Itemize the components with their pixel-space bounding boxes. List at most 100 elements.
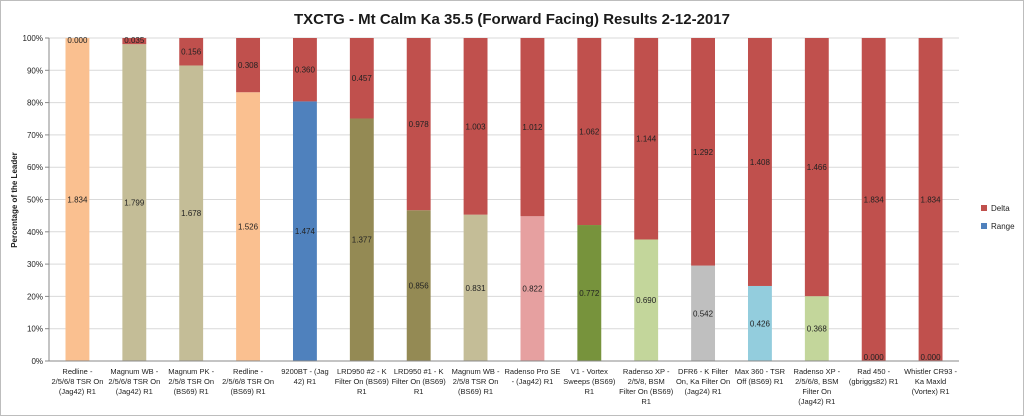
x-tick-label: Filter On (BS69)	[392, 377, 447, 386]
data-label-delta: 1.062	[579, 128, 600, 137]
x-tick-label: (Jag42) R1	[798, 397, 835, 406]
y-tick-label: 60%	[27, 163, 43, 172]
x-tick-label: Off (BS69) R1	[736, 377, 783, 386]
x-tick-label: R1	[357, 387, 367, 396]
data-label-range: 1.474	[295, 227, 316, 236]
x-tick-label: (BS69) R1	[174, 387, 209, 396]
x-tick-label: Radenso XP -	[794, 367, 841, 376]
legend-label: Range	[991, 222, 1015, 231]
x-tick-label: Whistler CR93 -	[904, 367, 957, 376]
x-tick-label: R1	[641, 397, 651, 406]
x-tick-label: DFR6 - K Filter	[678, 367, 729, 376]
x-tick-label: 2/5/8 TSR On	[168, 377, 214, 386]
y-tick-label: 30%	[27, 260, 43, 269]
data-label-range: 1.526	[238, 223, 259, 232]
data-label-range: 0.000	[921, 353, 942, 362]
bar-range	[804, 296, 829, 361]
data-label-range: 0.426	[750, 319, 771, 328]
data-label-delta: 0.035	[124, 36, 145, 45]
y-tick-label: 20%	[27, 292, 43, 301]
data-label-delta: 0.000	[67, 36, 88, 45]
bar-range	[406, 210, 431, 361]
bar-range	[236, 92, 261, 362]
y-tick-label: 0%	[31, 357, 43, 366]
bar-delta	[918, 38, 943, 361]
x-axis: Redline -2/5/6/8 TSR On(Jag42) R1Magnum …	[51, 367, 957, 406]
chart-title: TXCTG - Mt Calm Ka 35.5 (Forward Facing)…	[294, 11, 730, 28]
x-tick-label: 2/5/8, BSM	[628, 377, 665, 386]
bar-delta	[349, 38, 374, 119]
x-tick-label: 2/5/6/8, BSM	[795, 377, 838, 386]
data-label-range: 1.678	[181, 209, 202, 218]
legend-label: Delta	[991, 204, 1010, 213]
bar-delta	[634, 38, 659, 240]
bar-range	[65, 38, 90, 361]
x-tick-label: (Jag42) R1	[59, 387, 96, 396]
bar-range	[292, 101, 317, 361]
bar-range	[577, 225, 602, 361]
y-tick-label: 40%	[27, 228, 43, 237]
x-tick-label: Redline -	[62, 367, 93, 376]
x-tick-label: Redline -	[233, 367, 264, 376]
bar-delta	[577, 38, 602, 226]
x-tick-label: Filter On (BS69)	[619, 387, 674, 396]
x-tick-label: Magnum WB -	[110, 367, 158, 376]
x-tick-label: LRD950 #2 - K	[337, 367, 387, 376]
bar-delta	[463, 38, 488, 215]
x-tick-label: R1	[414, 387, 424, 396]
data-label-range: 0.856	[409, 282, 430, 291]
y-axis-title: Percentage of the Leader	[10, 152, 19, 248]
y-tick-label: 90%	[27, 66, 43, 75]
data-label-delta: 0.156	[181, 48, 202, 57]
bar-delta	[179, 38, 204, 66]
data-label-delta: 1.012	[522, 123, 543, 132]
data-label-delta: 0.978	[409, 120, 430, 129]
x-tick-label: Magnum PK -	[168, 367, 214, 376]
bar-delta	[861, 38, 886, 361]
data-label-range: 1.799	[124, 199, 145, 208]
bar-delta	[292, 38, 317, 102]
data-label-range: 0.831	[466, 284, 487, 293]
y-tick-label: 80%	[27, 99, 43, 108]
data-label-delta: 0.457	[352, 74, 373, 83]
y-tick-label: 10%	[27, 325, 43, 334]
bar-delta	[804, 38, 829, 297]
bar-range	[179, 65, 204, 362]
x-tick-label: Filter On	[802, 387, 831, 396]
data-label-range: 0.542	[693, 309, 714, 318]
bar-delta	[520, 38, 545, 217]
y-tick-label: 50%	[27, 196, 43, 205]
legend-swatch	[981, 205, 987, 211]
data-label-range: 1.834	[67, 196, 88, 205]
x-tick-label: Radenso XP -	[623, 367, 670, 376]
x-tick-label: (gbriggs82) R1	[849, 377, 899, 386]
bar-delta	[122, 38, 147, 45]
bar-range	[691, 265, 716, 361]
data-label-delta: 1.292	[693, 148, 714, 157]
bar-range	[520, 216, 545, 361]
y-tick-label: 100%	[23, 34, 43, 43]
x-tick-label: 42) R1	[294, 377, 317, 386]
data-label-delta: 1.834	[921, 196, 942, 205]
x-tick-label: (Jag24) R1	[685, 387, 722, 396]
x-tick-label: Max 360 - TSR	[735, 367, 786, 376]
x-tick-label: (BS69) R1	[458, 387, 493, 396]
x-tick-label: (Vortex) R1	[912, 387, 950, 396]
data-label-delta: 0.308	[238, 61, 259, 70]
x-tick-label: 2/5/6/8 TSR On	[51, 377, 103, 386]
x-tick-label: Ka Maxld	[915, 377, 946, 386]
data-label-range: 0.772	[579, 289, 600, 298]
bar-range	[634, 239, 659, 361]
x-tick-label: R1	[585, 387, 595, 396]
x-tick-label: LRD950 #1 - K	[394, 367, 444, 376]
x-tick-label: Sweeps (BS69)	[563, 377, 616, 386]
x-tick-label: (BS69) R1	[231, 387, 266, 396]
x-tick-label: Filter On (BS69)	[335, 377, 390, 386]
y-axis: 0% 10% 20% 30% 40% 50% 60% 70% 80% 90% 100%	[23, 34, 959, 366]
x-tick-label: - (Jag42) R1	[512, 377, 554, 386]
data-label-range: 0.368	[807, 325, 828, 334]
data-label-range: 0.690	[636, 296, 657, 305]
bar-range	[747, 285, 772, 361]
